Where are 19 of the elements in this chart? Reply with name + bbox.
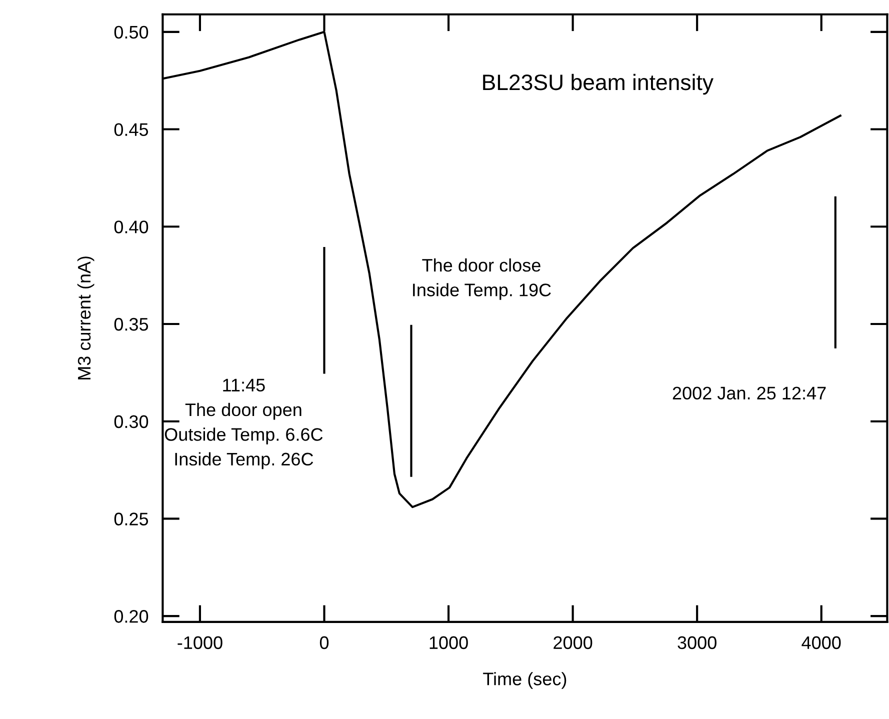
x-axis-title: Time (sec)	[483, 672, 566, 689]
annotation: 11:45 The door open Outside Temp. 6.6C Inside Temp. 26C	[164, 378, 323, 470]
x-tick-label: 0	[320, 636, 329, 650]
x-tick-label: 1000	[430, 636, 468, 650]
y-tick-label: 0.35	[114, 318, 148, 331]
annotation: 2002 Jan. 25 12:47	[672, 386, 826, 400]
x-tick-label: 4000	[802, 636, 841, 650]
x-tick-label: -1000	[178, 636, 222, 650]
y-tick-label: 0.20	[114, 610, 148, 623]
y-tick-label: 0.25	[114, 512, 148, 526]
x-tick-label: 2000	[554, 636, 592, 650]
annotation: The door close Inside Temp. 19C	[413, 258, 551, 300]
y-tick-label: 0.40	[114, 220, 148, 234]
y-tick-label: 0.50	[114, 26, 148, 39]
y-axis-title: M3 current (nA)	[77, 256, 94, 380]
y-tick-label: 0.45	[114, 123, 148, 136]
x-tick-label: 3000	[678, 636, 716, 650]
text: BL23SU beam intensity	[483, 74, 714, 95]
y-tick-label: 0.30	[114, 415, 148, 428]
